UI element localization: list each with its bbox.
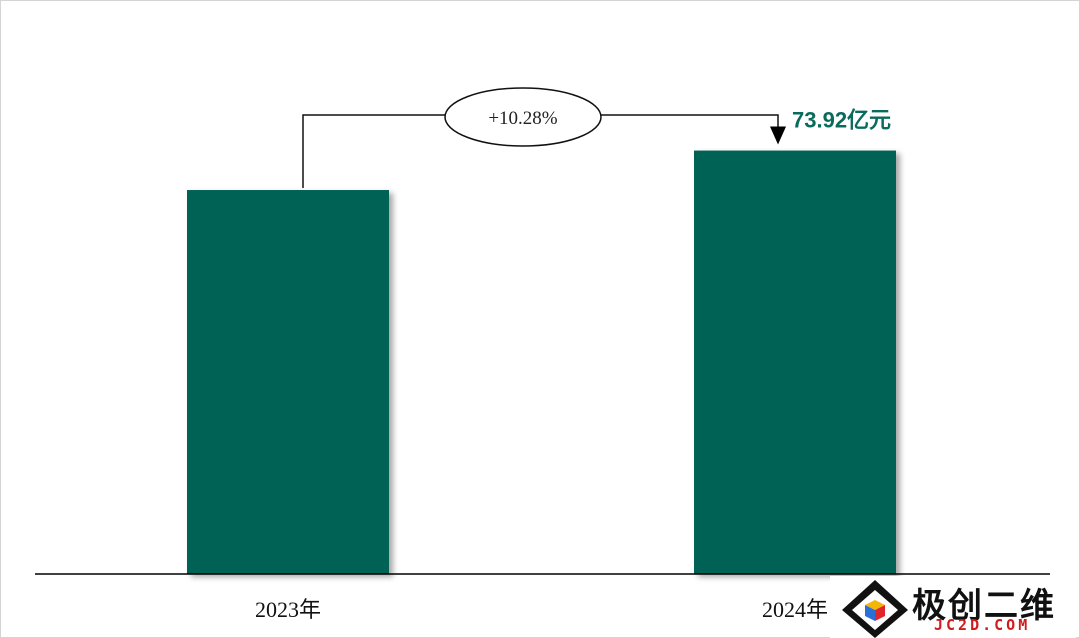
bar-2023 — [187, 190, 389, 574]
labels-layer: 2023年 2024年 — [255, 597, 828, 622]
watermark-text: 极创二维 — [912, 586, 1056, 626]
growth-arrow-head — [770, 126, 786, 145]
growth-ellipse — [444, 87, 602, 147]
watermark-subtext: JC2D.COM — [934, 616, 1031, 634]
x-tick-label-2024: 2024年 — [762, 597, 828, 622]
growth-label: +10.28% — [488, 108, 557, 129]
bars-layer — [187, 150, 896, 574]
bar-value-label-2024: 73.92亿元 — [792, 108, 891, 133]
growth-annotation: +10.28% — [302, 87, 786, 189]
x-tick-label-2023: 2023年 — [255, 597, 321, 622]
bar-2024 — [694, 150, 896, 574]
cube-in-diamond-icon — [842, 580, 908, 638]
watermark: 极创二维 JC2D.COM — [830, 576, 1076, 638]
